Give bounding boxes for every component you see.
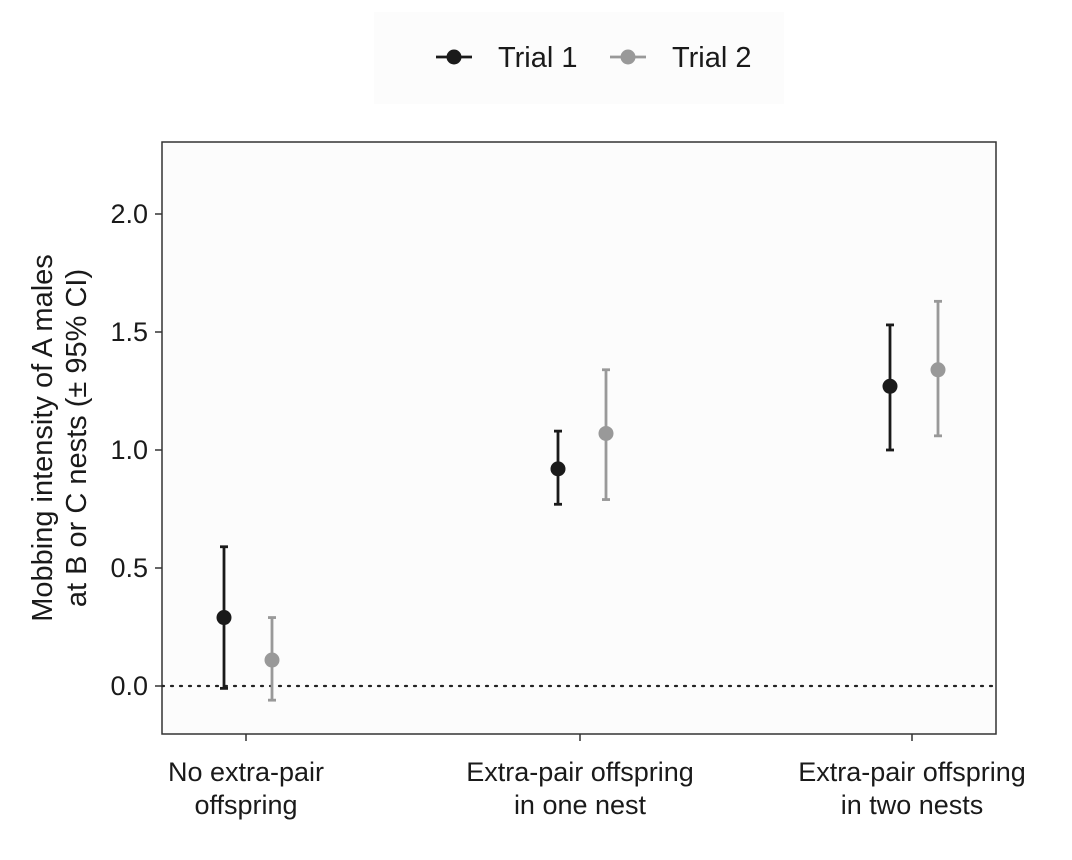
x-tick-label: No extra-pair: [168, 757, 324, 787]
legend-label: Trial 2: [672, 42, 752, 74]
y-axis-title-group: Mobbing intensity of A males at B or C ne…: [27, 254, 93, 622]
data-point: [550, 461, 566, 477]
y-axis-title: Mobbing intensity of A males at B or C ne…: [27, 254, 93, 622]
data-point: [264, 652, 280, 668]
data-point: [882, 378, 898, 394]
x-tick-label: Extra-pair offspring: [798, 757, 1026, 787]
plot-panel: [161, 141, 997, 735]
y-tick-label: 0.5: [110, 553, 148, 583]
y-axis: 0.0 0.5 1.0 1.5 2.0: [110, 199, 162, 701]
y-axis-title-line: at B or C nests (± 95% CI): [61, 269, 93, 607]
legend-key-point: [620, 49, 636, 65]
data-point: [930, 362, 946, 378]
data-point: [598, 425, 614, 441]
y-tick-label: 1.0: [110, 435, 148, 465]
x-tick-label: in two nests: [841, 790, 984, 820]
legend-label: Trial 1: [498, 42, 578, 74]
data-point: [216, 610, 232, 626]
y-tick-label: 1.5: [110, 317, 148, 347]
legend-key-point: [446, 49, 462, 65]
y-axis-title-line: Mobbing intensity of A males: [27, 254, 59, 622]
data-marks: [216, 299, 946, 702]
x-tick-label: Extra-pair offspring: [466, 757, 694, 787]
x-tick-label: in one nest: [514, 790, 647, 820]
x-tick-label: offspring: [194, 790, 297, 820]
y-tick-label: 0.0: [110, 671, 148, 701]
y-tick-label: 2.0: [110, 199, 148, 229]
legend: Trial 1 Trial 2: [436, 42, 752, 74]
